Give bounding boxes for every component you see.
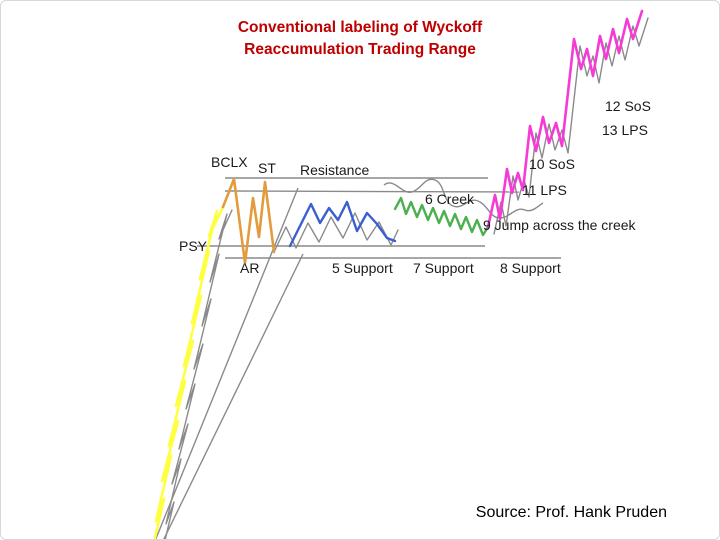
resistance-line-lower (224, 190, 520, 193)
label-st: ST (258, 160, 276, 176)
gray-markup-shadow-line (493, 17, 649, 235)
orange-climax-line (221, 177, 276, 265)
title-line-1: Conventional labeling of Wyckoff (237, 19, 483, 36)
magenta-markup-line (486, 9, 644, 229)
trendline-left (155, 187, 299, 539)
green-creek-zigzag-line (393, 196, 490, 237)
label-lps-13: 13 LPS (602, 122, 648, 138)
label-sos-12: 12 SoS (605, 98, 651, 114)
label-sos-10: 10 SoS (529, 156, 575, 172)
label-ar: AR (240, 260, 259, 276)
label-psy: PSY (179, 238, 208, 254)
label-support-7: 7 Support (413, 260, 474, 276)
yellow-markup-rise-line (153, 205, 225, 539)
label-support-5: 5 Support (332, 260, 393, 276)
creek-wavy-line (383, 178, 544, 219)
gray-range-zigzag-line (273, 212, 399, 253)
gray-rise-shadow-line (164, 209, 233, 539)
label-jump-9: 9 Jump across the creek (483, 217, 637, 233)
source-credit: Source: Prof. Hank Pruden (475, 504, 667, 521)
page-title: Conventional labeling of Wyckoff Reaccum… (1, 17, 719, 62)
title-line-2: Reaccumulation Trading Range (244, 41, 476, 59)
label-creek-6: 6 Creek (425, 191, 475, 207)
trendline-right (163, 253, 304, 539)
label-bclx: BCLX (211, 154, 248, 170)
blue-trading-range-line (288, 200, 397, 248)
label-support-8: 8 Support (500, 260, 561, 276)
label-lps-11: 11 LPS (522, 182, 567, 198)
label-resistance: Resistance (300, 162, 369, 178)
